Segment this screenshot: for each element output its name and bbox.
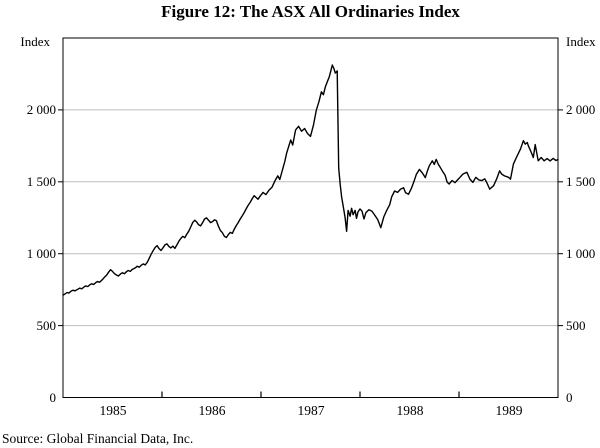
gridlines-group [63, 109, 558, 327]
asx-index-line [62, 64, 559, 296]
y-axis-title-left: Index [20, 34, 50, 49]
ticks-group [58, 109, 563, 398]
plot-border [62, 37, 559, 398]
y-axis-title-right: Index [566, 34, 596, 49]
chart-title: Figure 12: The ASX All Ordinaries Index [161, 2, 460, 21]
source-note: Source: Global Financial Data, Inc. [2, 431, 194, 446]
